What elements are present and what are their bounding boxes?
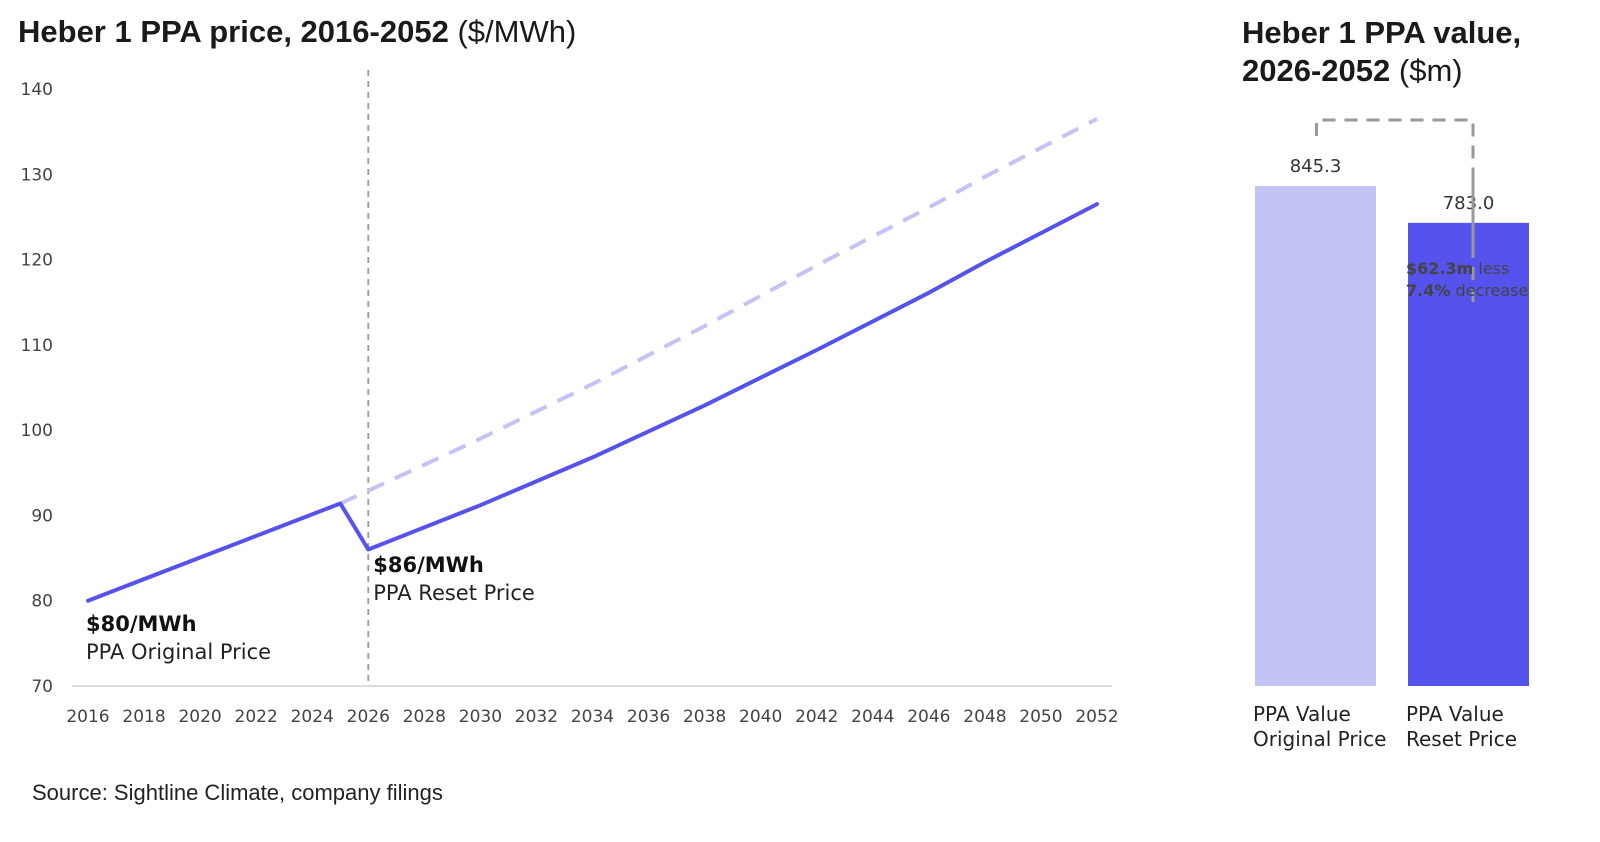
x-tick-label: 2020: [178, 707, 221, 727]
bar-category-label: PPA Value: [1253, 702, 1351, 726]
annotation-reset-price-label: PPA Reset Price: [373, 581, 535, 605]
x-tick-label: 2018: [122, 707, 165, 727]
bar-value-label: 783.0: [1443, 193, 1495, 214]
bar-category-label: Reset Price: [1406, 727, 1517, 751]
x-tick-label: 2048: [963, 707, 1006, 727]
bar-reset-price: [1408, 222, 1529, 686]
x-tick-label: 2032: [515, 707, 558, 727]
y-tick-label: 130: [21, 165, 53, 185]
line-chart-title: Heber 1 PPA price, 2016-2052 ($/MWh): [18, 14, 576, 50]
x-tick-label: 2028: [403, 707, 446, 727]
x-tick-label: 2022: [235, 707, 278, 727]
bar-value-label: 845.3: [1290, 156, 1342, 177]
bar-category-label: PPA Value: [1406, 702, 1504, 726]
source-note: Source: Sightline Climate, company filin…: [32, 780, 443, 805]
series-line-reset-price: [86, 202, 1099, 603]
y-tick-label: 110: [21, 336, 53, 356]
x-tick-label: 2036: [627, 707, 670, 727]
difference-amount-label: $62.3m less: [1406, 259, 1509, 278]
annotation-reset-price-value: $86/MWh: [373, 553, 484, 577]
y-tick-label: 80: [31, 592, 53, 612]
y-tick-label: 70: [31, 677, 53, 697]
annotation-original-price-label: PPA Original Price: [86, 640, 271, 664]
x-tick-label: 2024: [291, 707, 334, 727]
bar-category-label: Original Price: [1253, 727, 1386, 751]
x-tick-label: 2034: [571, 707, 614, 727]
y-tick-label: 140: [21, 80, 53, 100]
x-tick-label: 2044: [851, 707, 894, 727]
x-tick-label: 2016: [66, 707, 109, 727]
y-tick-label: 90: [31, 506, 53, 526]
bar-chart-title-line2: 2026-2052: [1242, 53, 1391, 88]
bar-chart-title-line1: Heber 1 PPA value,: [1242, 15, 1522, 50]
x-tick-label: 2038: [683, 707, 726, 727]
x-tick-label: 2052: [1075, 707, 1118, 727]
x-tick-label: 2050: [1019, 707, 1062, 727]
y-tick-label: 120: [21, 251, 53, 271]
difference-bracket-top: [1315, 118, 1475, 252]
x-tick-label: 2046: [907, 707, 950, 727]
bar-chart-title-unit: ($m): [1398, 53, 1463, 88]
line-chart-title-unit: ($/MWh): [457, 14, 577, 49]
line-chart-title-main: Heber 1 PPA price, 2016-2052: [18, 14, 449, 49]
x-tick-label: 2026: [347, 707, 390, 727]
bar-original-price: [1255, 186, 1376, 686]
x-tick-label: 2040: [739, 707, 782, 727]
difference-percent-label: 7.4% decrease: [1406, 281, 1528, 300]
series-line-original-price: [339, 117, 1098, 506]
y-tick-label: 100: [21, 421, 53, 441]
x-tick-label: 2030: [459, 707, 502, 727]
bar-chart-title: Heber 1 PPA value, 2026-2052 ($m): [1242, 14, 1582, 90]
annotation-original-price-value: $80/MWh: [86, 612, 197, 636]
x-tick-label: 2042: [795, 707, 838, 727]
